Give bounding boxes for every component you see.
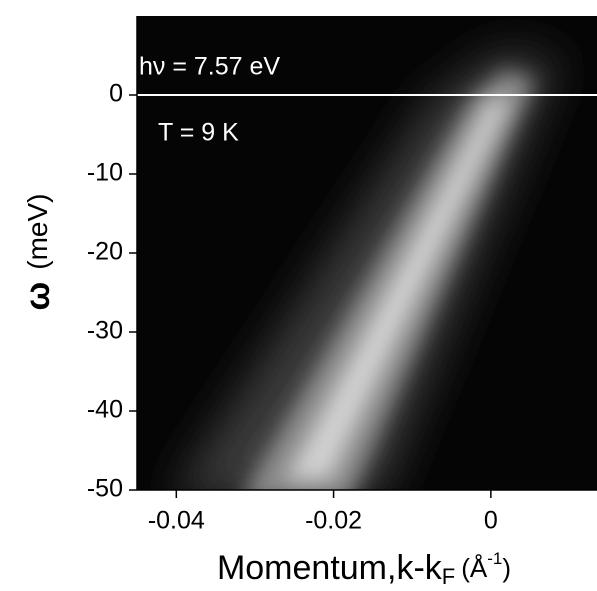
y-tick-label: -10: [87, 159, 123, 187]
intensity-map: [137, 16, 597, 490]
y-tick-label: -40: [87, 396, 123, 424]
y-tick-label: -30: [87, 317, 123, 345]
x-axis-label: Momentum,k-kF (Å-1): [217, 549, 511, 589]
annotation: hν = 7.57 eV: [139, 53, 280, 81]
y-tick-label: -20: [87, 238, 123, 266]
band-core: [285, 100, 510, 480]
y-axis-label: ω(meV): [19, 194, 57, 311]
y-tick-label: 0: [109, 80, 123, 108]
y-tick-label: -50: [87, 475, 123, 503]
x-tick-label: 0: [484, 507, 498, 535]
annotation: T = 9 K: [158, 119, 239, 147]
x-tick-label: -0.04: [148, 507, 205, 535]
x-tick-label: -0.02: [305, 507, 362, 535]
